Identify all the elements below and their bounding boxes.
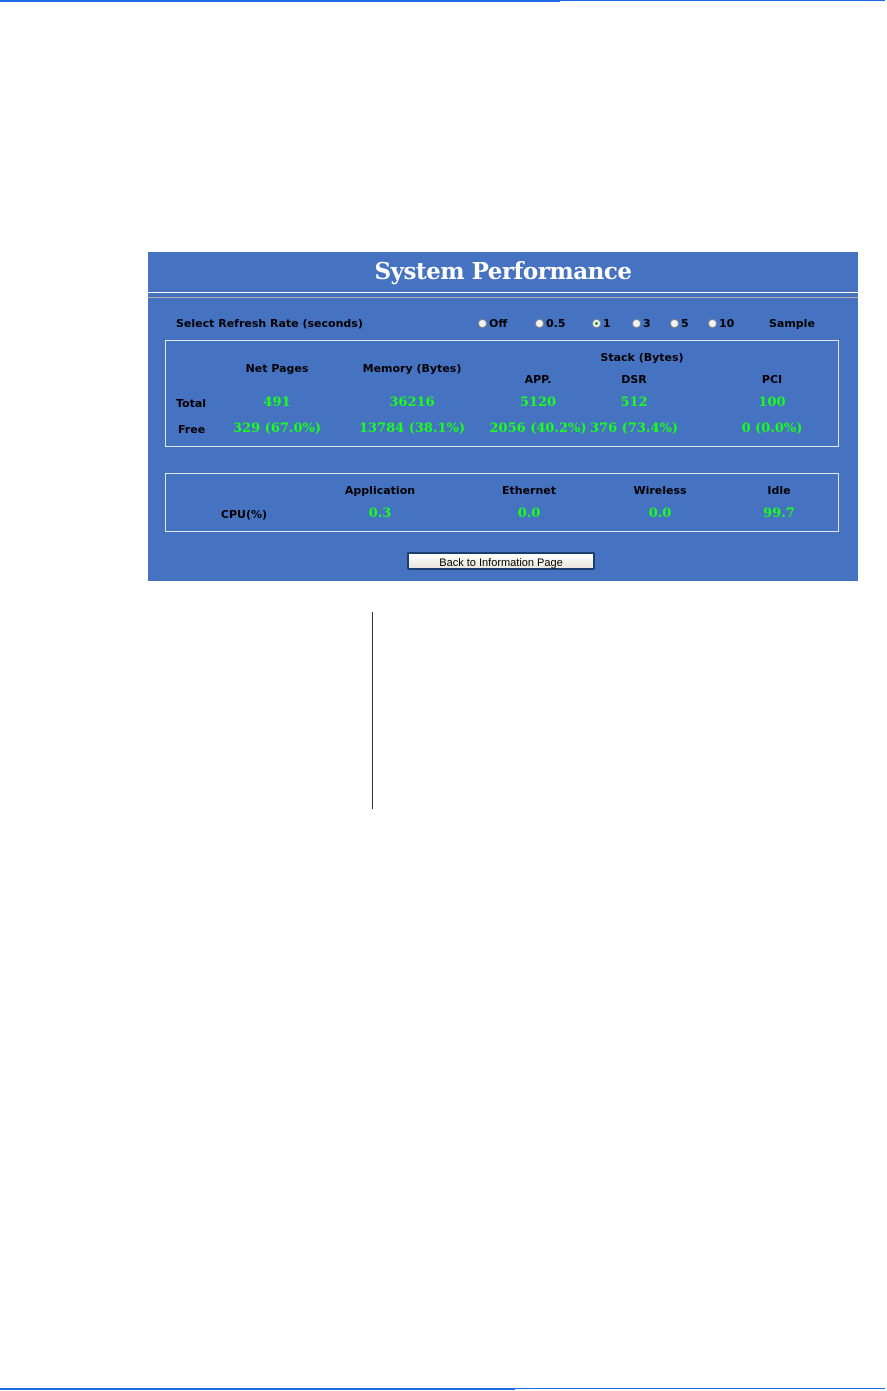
header-idle: Idle (767, 484, 791, 497)
refresh-radio-0.5[interactable]: 0.5 (535, 317, 566, 330)
row-label-free: Free (178, 423, 206, 436)
bottom-rule (515, 1388, 885, 1389)
refresh-radio-1[interactable]: 1 (592, 317, 611, 330)
system-performance-panel: System Performance Select Refresh Rate (… (148, 252, 858, 581)
free-app: 2056 (40.2%) (489, 421, 587, 436)
header-stack: Stack (Bytes) (600, 351, 684, 364)
header-pci: PCI (761, 373, 783, 386)
refresh-radio-off[interactable]: Off (478, 317, 507, 330)
radio-label: 3 (643, 317, 651, 330)
total-memory: 36216 (389, 395, 435, 410)
radio-icon[interactable] (632, 319, 641, 328)
radio-icon[interactable] (535, 319, 544, 328)
refresh-radio-3[interactable]: 3 (632, 317, 651, 330)
radio-label: 1 (603, 317, 611, 330)
bottom-rule (0, 1388, 515, 1390)
cpu-wireless: 0.0 (648, 506, 672, 521)
header-dsr: DSR (621, 373, 647, 386)
top-rule (560, 0, 885, 1)
back-to-information-page-button[interactable]: Back to Information Page (407, 552, 595, 570)
cpu-ethernet: 0.0 (517, 506, 541, 521)
header-ethernet: Ethernet (501, 484, 557, 497)
header-memory: Memory (Bytes) (362, 362, 462, 375)
refresh-rate-label: Select Refresh Rate (seconds) (176, 317, 363, 330)
free-dsr: 376 (73.4%) (590, 421, 678, 436)
cpu-idle: 99.7 (763, 506, 795, 521)
radio-icon[interactable] (670, 319, 679, 328)
cpu-label: CPU(%) (220, 508, 268, 521)
radio-selected-icon[interactable] (592, 319, 601, 328)
radio-label: 5 (681, 317, 689, 330)
total-dsr: 512 (620, 395, 648, 410)
top-rule (0, 0, 560, 2)
radio-label: 0.5 (546, 317, 566, 330)
page-title: System Performance (374, 258, 632, 285)
total-pci: 100 (758, 395, 786, 410)
row-label-total: Total (176, 397, 207, 410)
divider (148, 292, 858, 293)
free-pci: 0 (0.0%) (741, 421, 803, 436)
cpu-application: 0.3 (368, 506, 392, 521)
radio-label: 10 (719, 317, 735, 330)
header-app: APP. (524, 373, 552, 386)
cpu-table: Application Ethernet Wireless Idle CPU(%… (165, 473, 839, 532)
memory-table: Net Pages Memory (Bytes) Stack (Bytes) A… (165, 340, 839, 447)
sample-label: Sample (769, 317, 815, 330)
free-net-pages: 329 (67.0%) (233, 421, 321, 436)
header-application: Application (344, 484, 416, 497)
free-memory: 13784 (38.1%) (358, 421, 466, 436)
vertical-divider (372, 612, 373, 809)
radio-icon[interactable] (478, 319, 487, 328)
refresh-radio-5[interactable]: 5 (670, 317, 689, 330)
total-net-pages: 491 (263, 395, 291, 410)
refresh-radio-10[interactable]: 10 (708, 317, 734, 330)
radio-label: Off (489, 317, 508, 330)
divider (148, 297, 858, 298)
radio-icon[interactable] (708, 319, 717, 328)
header-net-pages: Net Pages (245, 362, 309, 375)
header-wireless: Wireless (633, 484, 687, 497)
total-app: 5120 (519, 395, 557, 410)
